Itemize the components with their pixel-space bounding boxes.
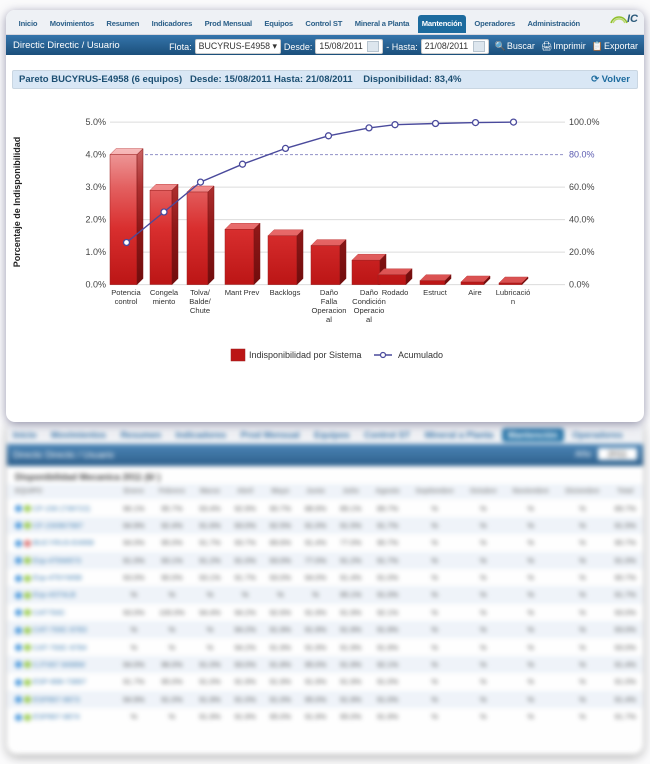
svg-text:Estruct: Estruct — [423, 288, 448, 297]
svg-text:Aire: Aire — [468, 288, 482, 297]
svg-text:Rodado: Rodado — [382, 288, 409, 297]
svg-text:60.0%: 60.0% — [569, 182, 595, 192]
svg-text:Falla: Falla — [321, 297, 338, 306]
svg-text:1.0%: 1.0% — [85, 247, 106, 257]
svg-text:Porcentaje de Indisponibilidad: Porcentaje de Indisponibilidad — [12, 137, 22, 268]
svg-text:Daño: Daño — [320, 288, 338, 297]
svg-text:Balde/: Balde/ — [189, 297, 211, 306]
svg-text:Lubricació: Lubricació — [496, 288, 531, 297]
svg-text:Chute: Chute — [190, 306, 210, 315]
svg-text:Condición: Condición — [352, 297, 386, 306]
svg-text:20.0%: 20.0% — [569, 247, 595, 257]
svg-text:al: al — [366, 315, 372, 324]
svg-text:100.0%: 100.0% — [569, 117, 600, 127]
svg-text:Potencia: Potencia — [111, 288, 141, 297]
svg-text:Daño: Daño — [360, 288, 378, 297]
svg-text:Indisponibilidad por Sistema: Indisponibilidad por Sistema — [249, 350, 362, 360]
svg-text:80.0%: 80.0% — [569, 150, 595, 160]
svg-text:40.0%: 40.0% — [569, 215, 595, 225]
svg-text:Congela: Congela — [150, 288, 179, 297]
svg-text:miento: miento — [153, 297, 176, 306]
svg-text:control: control — [115, 297, 138, 306]
svg-text:4.0%: 4.0% — [85, 150, 106, 160]
svg-text:0.0%: 0.0% — [569, 280, 590, 290]
svg-text:Mant Prev: Mant Prev — [225, 288, 260, 297]
svg-text:Acumulado: Acumulado — [398, 350, 443, 360]
svg-text:2.0%: 2.0% — [85, 215, 106, 225]
svg-text:n: n — [511, 297, 515, 306]
svg-text:Operacio: Operacio — [354, 306, 385, 315]
svg-text:0.0%: 0.0% — [85, 280, 106, 290]
svg-text:Tolva/: Tolva/ — [190, 288, 211, 297]
svg-text:3.0%: 3.0% — [85, 182, 106, 192]
svg-text:5.0%: 5.0% — [85, 117, 106, 127]
svg-text:Backlogs: Backlogs — [270, 288, 301, 297]
svg-text:al: al — [326, 315, 332, 324]
svg-text:Operacion: Operacion — [311, 306, 346, 315]
